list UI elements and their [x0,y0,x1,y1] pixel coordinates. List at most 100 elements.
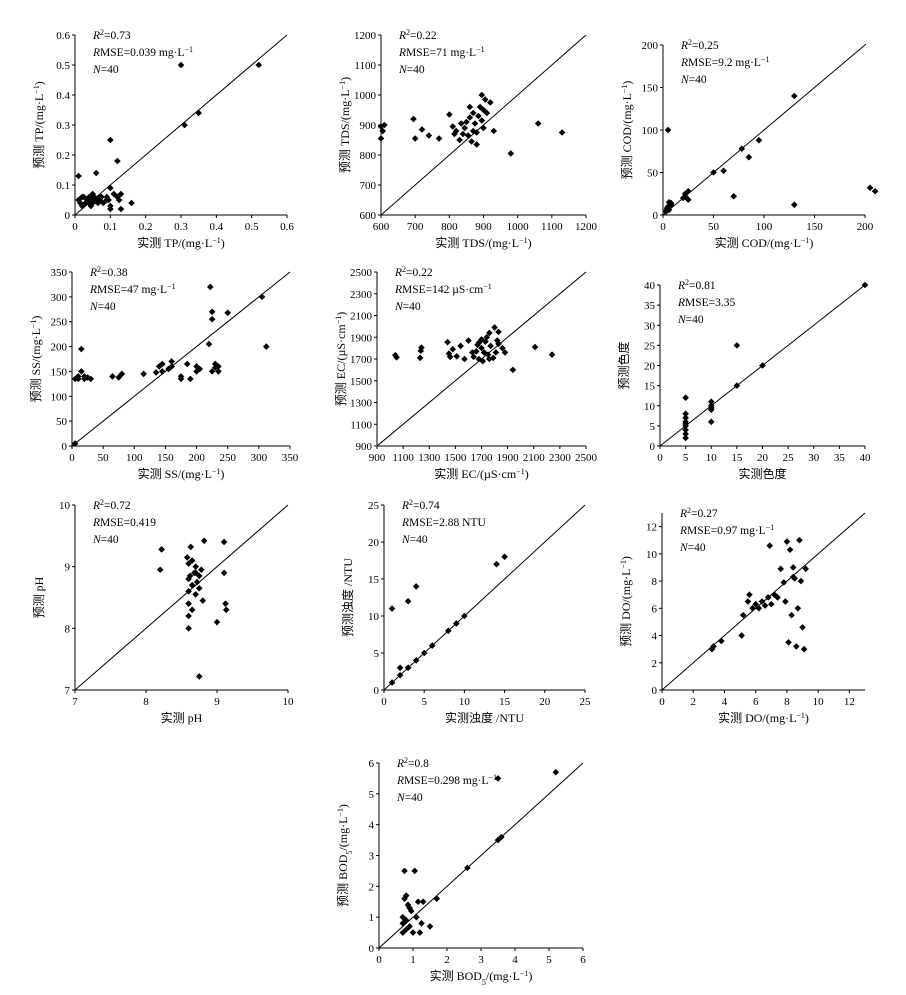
ss-x-tick-label: 200 [188,452,205,464]
turbidity-data-point [493,560,500,568]
tp-stat-2: N=40 [92,64,119,76]
tp-y-tick-label: 0.3 [56,120,70,132]
ph-one-to-one-line [75,504,289,690]
ec-data-point [480,349,488,356]
ss-x-tick-label: 150 [157,452,174,464]
ss-data-point [155,363,163,370]
color-data-point [682,410,689,418]
cod-data-point [745,153,753,161]
ss-stat-0: R2=0.38 [89,265,128,280]
ss-data-point [165,365,172,373]
cod-x-axis-label: 实测 COD/(mg·L−1) [715,235,814,250]
ph-y-tick-label: 7 [65,685,71,697]
tds-data-point [471,120,479,127]
ss-y-tick-label: 300 [51,292,68,304]
turbidity-stat-2: N=40 [401,534,428,546]
tds-y-axis-label: 预测 TDS/(mg·L−1) [338,77,353,173]
turbidity-one-to-one-line [384,504,586,690]
ph-data-point [222,606,230,614]
cod-data-point [755,136,763,144]
cod-y-tick-label: 0 [653,210,659,222]
ec-stat-2: N=40 [394,301,421,313]
ec-data-point [472,348,480,355]
do-x-tick-label: 6 [753,696,759,708]
do-y-tick-label: 4 [652,631,658,643]
tds-stat-2: N=40 [398,64,425,76]
bod-data-point [552,768,560,776]
bod-data-point [409,929,417,936]
ph-stat-0: R2=0.72 [92,498,131,513]
ph-data-point [158,546,165,553]
color-x-tick-label: 10 [706,452,718,464]
ss-y-tick-label: 0 [62,441,68,453]
tp-data-point [107,136,114,144]
color-data-point [707,398,715,406]
turbidity-x-axis-label: 实测浊度 /NTU [445,710,524,725]
do-data-point [780,579,788,586]
do-data-point [758,598,766,605]
turbidity-data-point [445,627,452,635]
ph-stat-2: N=40 [92,534,119,546]
color-y-tick-label: 35 [644,300,656,312]
ss-x-tick-label: 300 [251,452,268,464]
ph-data-point [213,618,221,626]
tp-data-point [115,196,123,204]
ph-data-point [187,543,195,551]
tds-data-point [435,135,443,142]
ss-x-tick-label: 350 [282,452,299,464]
tds-y-tick-label: 900 [360,120,377,132]
do-y-tick-label: 2 [652,658,658,670]
do-data-point [764,594,772,601]
ph-data-point [195,673,203,680]
do-y-tick-label: 8 [652,576,658,588]
ss-data-point [263,343,270,350]
ph-data-point [185,612,192,620]
ec-data-point [483,333,491,341]
do-data-point [799,624,806,631]
do-data-point [783,538,791,545]
ec-data-point [478,336,485,343]
ph-data-point [188,606,196,614]
cod-data-point [681,193,689,200]
turbidity-x-tick-label: 20 [539,696,551,708]
color-y-tick-label: 25 [644,340,656,352]
ec-data-point [509,366,517,374]
panel-do: 0 2 4 6 8 10 12 0 2 4 6 8 10 12 R2=0.27 RMSE=0.97 mg·L−… [619,506,866,725]
ec-x-tick-label: 1900 [497,452,520,464]
bod-stat-1: RMSE=0.298 mg·L−1 [396,773,497,788]
tp-data-point [117,190,125,198]
cod-y-tick-label: 150 [642,83,659,95]
ec-x-tick-label: 1500 [444,452,467,464]
ec-data-point [474,341,481,349]
ec-data-point [453,352,460,360]
tp-stat-0: R2=0.73 [92,28,131,43]
panel-tp: 0 0.1 0.2 0.3 0.4 0.5 0.6 0 0.1 0.2 0.3 0.4 0.5 0.6 R2… [32,28,295,251]
color-data-point [733,382,741,389]
ss-data-point [208,308,216,316]
do-x-tick-label: 4 [722,696,728,708]
tds-data-point [452,127,460,135]
panel-tds: 600 700 800 900 1000 1100 1200 600 700 800 900 1000… [338,28,598,251]
panel-ph: 7 8 9 10 7 8 9 10 R2=0.72 RMSE=0.419 N=40 实测 pH 预测 p… [32,498,294,726]
bod-data-point [426,923,434,930]
bod-data-point [402,916,410,924]
ec-data-point [457,342,464,350]
color-x-axis-label: 实测色度 [738,466,786,481]
bod-data-point [411,867,418,875]
cod-x-tick-label: 0 [660,221,666,233]
ss-data-point [215,363,222,370]
cod-data-point [791,201,798,209]
tds-data-point [410,115,417,123]
ss-stat-1: RMSE=47 mg·L−1 [89,282,176,297]
bod-data-point [464,864,471,872]
ph-y-tick-label: 10 [59,500,71,512]
ec-y-axis-label: 预测 EC/(µS·cm−1) [334,312,349,406]
cod-x-tick-label: 200 [857,221,874,233]
bod-y-tick-label: 6 [369,758,375,770]
turbidity-data-point [420,649,428,657]
tds-data-point [490,127,498,135]
tds-data-point [469,109,477,117]
cod-data-point [684,187,692,195]
turbidity-stat-0: R2=0.74 [401,498,440,513]
ec-data-point [484,351,492,358]
